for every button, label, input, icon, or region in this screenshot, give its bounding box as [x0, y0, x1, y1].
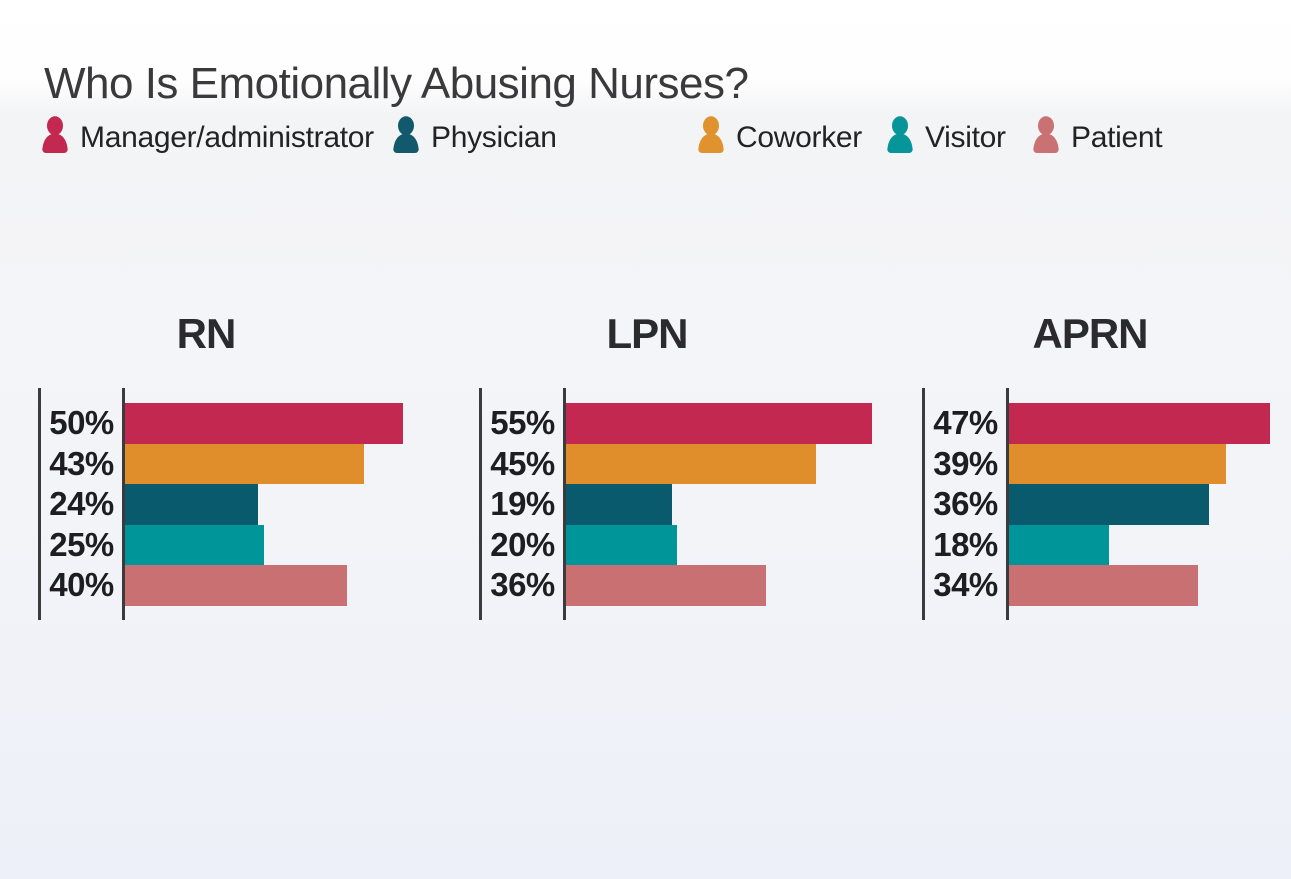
bar-row-physician: 24% [38, 484, 403, 525]
person-icon-coworker [698, 116, 724, 153]
bar-row-coworker: 39% [922, 443, 1270, 484]
axis-line-inner [122, 388, 125, 620]
page-title: Who Is Emotionally Abusing Nurses? [44, 59, 749, 109]
chart-title-lpn: LPN [606, 310, 689, 357]
bar-row-physician: 36% [922, 484, 1270, 525]
person-icon-visitor [887, 116, 913, 153]
person-icon-manager [42, 116, 68, 153]
value-label: 45% [490, 444, 555, 482]
bar-manager [125, 403, 403, 444]
legend-label: Manager/administrator [80, 121, 374, 154]
chart-plot: 47% 39% 36% 18% 34% [922, 388, 1291, 620]
bar-manager [1009, 403, 1271, 444]
bar-visitor [566, 524, 678, 565]
bar-row-manager: 50% [38, 403, 403, 444]
legend-item-visitor: Visitor [885, 112, 1006, 164]
bar-row-coworker: 43% [38, 443, 403, 484]
chart-lpn: LPN 55% 45% 19% 20% [479, 310, 879, 620]
bar-patient [125, 565, 348, 606]
legend-label: Visitor [925, 121, 1006, 154]
value-label: 20% [490, 525, 555, 563]
bar-row-visitor: 20% [479, 524, 872, 565]
value-label: 25% [49, 525, 114, 563]
axis-line-inner [1006, 388, 1009, 620]
bar-visitor [1009, 524, 1110, 565]
person-icon-physician [393, 116, 419, 153]
value-label: 55% [490, 404, 555, 441]
legend-label: Patient [1071, 121, 1163, 154]
chart-plot: 55% 45% 19% 20% 36% [479, 388, 879, 620]
bar-physician [566, 484, 672, 525]
bar-row-coworker: 45% [479, 443, 872, 484]
bar-visitor [125, 524, 264, 565]
bar-row-patient: 34% [922, 565, 1270, 606]
axis-line-outer [38, 388, 41, 620]
value-label: 39% [933, 444, 998, 482]
legend-item-patient: Patient [1031, 112, 1163, 164]
value-label: 43% [49, 444, 114, 482]
bar-row-visitor: 18% [922, 524, 1270, 565]
person-icon-patient [1033, 116, 1059, 153]
value-label: 18% [933, 525, 998, 563]
chart-aprn: APRN 47% 39% 36% 18% [922, 310, 1291, 620]
value-label: 47% [933, 404, 998, 441]
legend-label: Physician [431, 121, 557, 154]
bar-coworker [566, 443, 817, 484]
bar-manager [566, 403, 872, 444]
axis-line-inner [563, 388, 566, 620]
legend-label: Coworker [736, 121, 862, 154]
value-label: 34% [933, 566, 998, 603]
chart-plot: 50% 43% 24% 25% 40% [38, 388, 438, 620]
bar-row-physician: 19% [479, 484, 872, 525]
bar-row-visitor: 25% [38, 524, 403, 565]
bar-coworker [1009, 443, 1226, 484]
bar-physician [125, 484, 259, 525]
value-label: 19% [490, 485, 555, 522]
legend-item-physician: Physician [391, 112, 557, 164]
bar-row-patient: 36% [479, 565, 872, 606]
legend-item-coworker: Coworker [696, 112, 862, 164]
bar-physician [1009, 484, 1210, 525]
legend: Manager/administrator Physician Coworker… [0, 112, 1291, 164]
bar-patient [1009, 565, 1199, 606]
chart-title-aprn: APRN [1032, 310, 1148, 357]
chart-rn: RN 50% 43% 24% 25% [38, 310, 438, 620]
bar-row-manager: 47% [922, 403, 1271, 444]
value-label: 50% [49, 404, 114, 441]
value-label: 36% [490, 566, 555, 603]
axis-line-outer [922, 388, 925, 620]
axis-line-outer [479, 388, 482, 620]
value-label: 40% [49, 566, 114, 603]
bar-coworker [125, 443, 365, 484]
chart-title-rn: RN [176, 310, 237, 357]
legend-item-manager: Manager/administrator [40, 112, 374, 164]
bar-row-manager: 55% [479, 403, 872, 444]
bar-row-patient: 40% [38, 565, 403, 606]
value-label: 36% [933, 485, 998, 522]
value-label: 24% [49, 485, 114, 522]
bar-patient [566, 565, 767, 606]
